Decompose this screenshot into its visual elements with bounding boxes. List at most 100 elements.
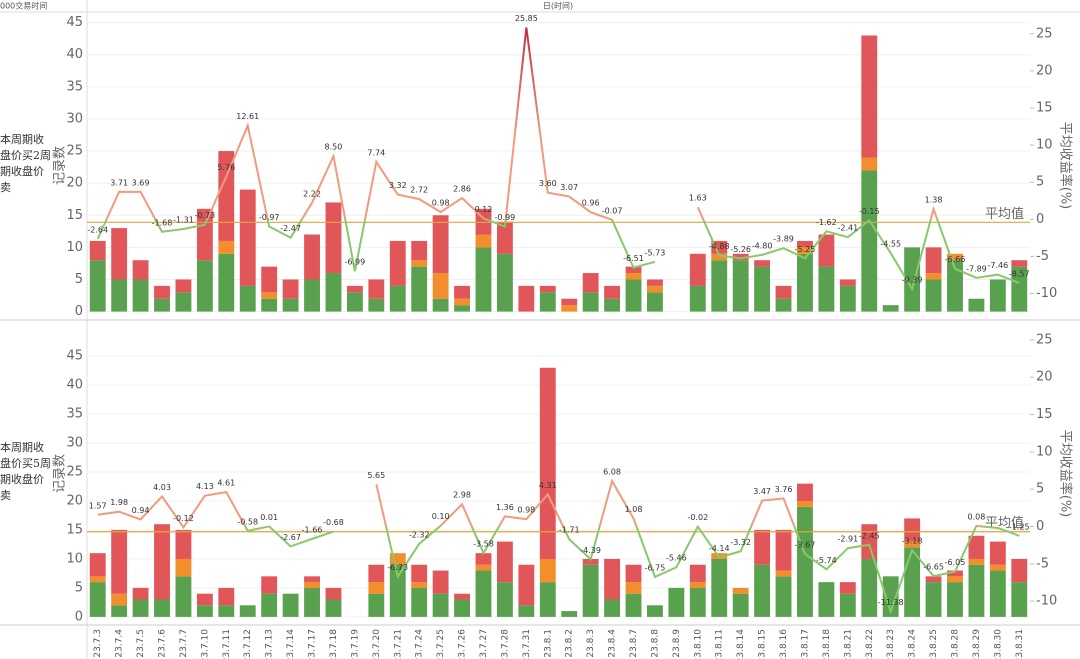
data-label: -4.55 <box>880 240 901 249</box>
bar-segment <box>196 605 213 617</box>
y-tick-label: 30 <box>66 436 83 451</box>
data-label: 3.76 <box>775 485 793 494</box>
data-label: -6.75 <box>645 563 666 572</box>
data-label: -2.41 <box>837 224 858 233</box>
bar-segment <box>539 558 556 583</box>
bar-segment <box>411 260 428 267</box>
bar-segment <box>539 582 556 617</box>
bar-segment <box>89 260 106 312</box>
data-label: -1.62 <box>816 218 837 227</box>
x-tick-label: 23.8.9 <box>672 629 682 658</box>
y-tick-label: 20 <box>66 176 83 191</box>
bar-segment <box>132 279 149 312</box>
data-label: 3.47 <box>753 487 771 496</box>
bar-segment <box>304 582 320 588</box>
data-label: -3.67 <box>795 540 816 549</box>
data-label: -1.25 <box>1009 522 1030 531</box>
bar-segment <box>904 547 921 617</box>
bar-segment <box>732 253 749 261</box>
bar-segment <box>218 605 235 617</box>
data-label: -4.39 <box>580 546 601 555</box>
bar-segment <box>411 582 428 588</box>
y2-axis-title: 平均收益率(%) <box>1058 122 1074 210</box>
x-tick-label: 23.8.17 <box>800 629 810 659</box>
data-label: 3.69 <box>132 178 150 187</box>
header-left: 000交易时间 <box>0 1 47 11</box>
y2-tick-label: 15 <box>1036 100 1053 115</box>
bar-segment <box>496 221 513 254</box>
x-tick-label: 23.7.4 <box>115 629 125 658</box>
bar-segment <box>647 605 663 617</box>
x-tick-label: 23.8.31 <box>1015 629 1025 659</box>
data-label: 0.08 <box>968 512 986 521</box>
data-label: 0.10 <box>432 512 450 521</box>
bar-segment <box>561 611 578 617</box>
bar-segment <box>304 576 320 583</box>
bar-segment <box>775 576 792 617</box>
line <box>97 490 334 548</box>
bar-segment <box>89 553 106 577</box>
data-label: -2.32 <box>409 530 430 539</box>
bar-segment <box>947 570 963 577</box>
data-label: 0.94 <box>132 506 150 515</box>
y-tick-label: 0 <box>75 609 83 624</box>
y2-tick-label: 15 <box>1036 407 1053 422</box>
bar-segment <box>282 279 299 299</box>
bar-segment <box>797 483 813 502</box>
bar-segment <box>582 564 599 617</box>
data-label: 8.50 <box>325 143 343 152</box>
bar-segment <box>389 564 406 617</box>
bar-segment <box>132 260 149 280</box>
data-label: -3.32 <box>730 538 751 547</box>
bar-segment <box>968 564 985 617</box>
bar-segment <box>132 587 149 600</box>
bar-segment <box>582 273 599 293</box>
data-label: -6.05 <box>945 558 966 567</box>
data-label: -0.02 <box>687 513 708 522</box>
bar-segment <box>411 587 428 617</box>
data-label: -6.65 <box>923 563 944 572</box>
x-tick-label: 23.7.31 <box>522 629 532 659</box>
data-label: -8.57 <box>1009 269 1030 278</box>
bar-segment <box>454 285 470 299</box>
y2-tick-label: 20 <box>1036 370 1053 385</box>
bar-segment <box>389 553 406 565</box>
bar-segment <box>304 234 320 280</box>
bar-segment <box>625 564 642 583</box>
bar-segment <box>411 266 428 312</box>
data-label: 7.74 <box>367 148 385 157</box>
bar-segment <box>325 599 342 617</box>
x-tick-label: 23.7.7 <box>179 629 189 658</box>
x-tick-label: 23.8.25 <box>929 629 939 659</box>
data-label: -5.73 <box>645 248 666 257</box>
bar-segment <box>604 298 621 312</box>
bar-segment <box>325 202 342 274</box>
data-label: 2.22 <box>303 189 321 198</box>
bar-segment <box>239 189 256 286</box>
bar-segment <box>797 253 813 312</box>
y-tick-label: 25 <box>66 465 83 480</box>
bar-segment <box>518 564 535 606</box>
bar-segment <box>668 587 685 617</box>
bar-segment <box>947 582 963 617</box>
x-tick-label: 23.7.17 <box>308 629 318 659</box>
bar-segment <box>754 266 771 312</box>
bar-segment <box>368 564 385 583</box>
bar-segment <box>432 570 449 594</box>
y-tick-label: 15 <box>66 522 83 537</box>
bar-segment <box>625 279 642 312</box>
bar-segment <box>454 593 470 600</box>
bar-segment <box>625 273 642 280</box>
y-tick-label: 10 <box>66 240 83 255</box>
bar-segment <box>797 247 813 254</box>
bar-segment <box>818 234 835 267</box>
y2-tick-label: 0 <box>1036 519 1044 534</box>
bar-segment <box>389 285 406 312</box>
data-label: -4.88 <box>709 242 730 251</box>
x-axis-title: 日(时间) <box>543 1 573 11</box>
x-tick-label: 23.8.3 <box>586 629 596 658</box>
data-label: -2.47 <box>280 224 301 233</box>
bar-segment <box>711 558 728 617</box>
data-label: 0.01 <box>260 513 278 522</box>
bar-segment <box>325 587 342 600</box>
